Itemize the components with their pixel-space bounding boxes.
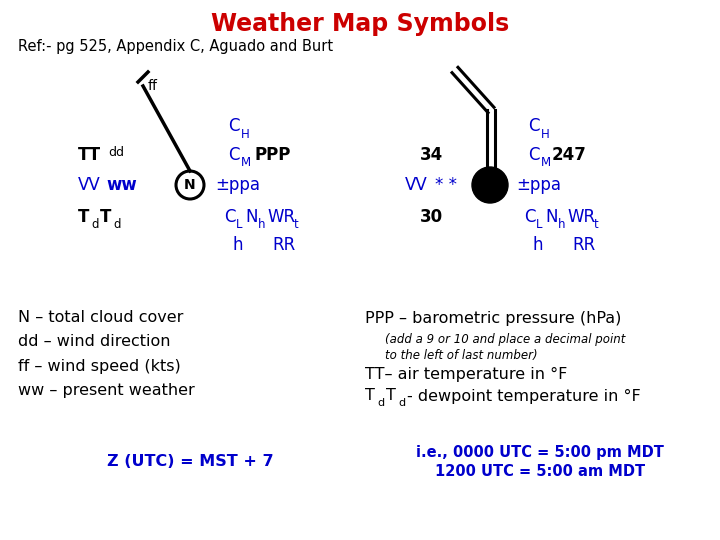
Text: d: d	[91, 218, 99, 231]
Text: C: C	[524, 208, 536, 226]
Text: h: h	[232, 236, 243, 254]
Text: M: M	[541, 157, 551, 170]
Text: h: h	[258, 218, 266, 231]
Text: d: d	[113, 218, 120, 231]
Text: VV: VV	[78, 176, 101, 194]
Text: ww: ww	[106, 176, 137, 194]
Text: 247: 247	[552, 146, 587, 164]
Text: T: T	[365, 388, 375, 403]
Text: Ref:- pg 525, Appendix C, Aguado and Burt: Ref:- pg 525, Appendix C, Aguado and Bur…	[18, 39, 333, 55]
Text: PPP – barometric pressure (hPa): PPP – barometric pressure (hPa)	[365, 310, 621, 326]
Text: T: T	[78, 208, 89, 226]
Text: RR: RR	[572, 236, 595, 254]
Text: PPP: PPP	[254, 146, 290, 164]
Text: t: t	[594, 218, 599, 231]
Text: to the left of last number): to the left of last number)	[385, 348, 538, 361]
Text: t: t	[294, 218, 299, 231]
Text: C: C	[528, 117, 539, 135]
Text: T: T	[386, 388, 396, 403]
Text: N – total cloud cover: N – total cloud cover	[18, 310, 184, 326]
Text: L: L	[536, 218, 542, 231]
Text: N: N	[545, 208, 557, 226]
Text: VV: VV	[405, 176, 428, 194]
Text: ff: ff	[148, 79, 158, 93]
Text: (add a 9 or 10 and place a decimal point: (add a 9 or 10 and place a decimal point	[385, 333, 626, 346]
Text: H: H	[541, 127, 550, 140]
Text: ±ppa: ±ppa	[516, 176, 561, 194]
Text: d: d	[398, 398, 405, 408]
Text: d: d	[377, 398, 384, 408]
Text: WR: WR	[267, 208, 295, 226]
Text: ±ppa: ±ppa	[215, 176, 260, 194]
Circle shape	[472, 167, 508, 203]
Text: TT– air temperature in °F: TT– air temperature in °F	[365, 367, 567, 381]
Text: h: h	[532, 236, 542, 254]
Text: H: H	[241, 127, 250, 140]
Text: WR: WR	[567, 208, 595, 226]
Text: ww – present weather: ww – present weather	[18, 382, 194, 397]
Text: C: C	[228, 117, 240, 135]
Text: T: T	[100, 208, 112, 226]
Text: 34: 34	[420, 146, 444, 164]
Text: C: C	[528, 146, 539, 164]
Text: L: L	[236, 218, 243, 231]
Text: 30: 30	[420, 208, 443, 226]
Text: 1200 UTC = 5:00 am MDT: 1200 UTC = 5:00 am MDT	[435, 464, 645, 480]
Text: dd – wind direction: dd – wind direction	[18, 334, 171, 349]
Text: ff – wind speed (kts): ff – wind speed (kts)	[18, 359, 181, 374]
Text: i.e., 0000 UTC = 5:00 pm MDT: i.e., 0000 UTC = 5:00 pm MDT	[416, 444, 664, 460]
Text: M: M	[241, 157, 251, 170]
Text: * *: * *	[435, 176, 457, 194]
Text: N: N	[245, 208, 258, 226]
Text: TT: TT	[78, 146, 101, 164]
Text: C: C	[228, 146, 240, 164]
Text: RR: RR	[272, 236, 295, 254]
Text: N: N	[184, 178, 196, 192]
Text: C: C	[224, 208, 235, 226]
Text: h: h	[558, 218, 565, 231]
Text: - dewpoint temperature in °F: - dewpoint temperature in °F	[407, 388, 641, 403]
Text: Z (UTC) = MST + 7: Z (UTC) = MST + 7	[107, 455, 274, 469]
Text: Weather Map Symbols: Weather Map Symbols	[211, 12, 509, 36]
Text: dd: dd	[108, 145, 124, 159]
